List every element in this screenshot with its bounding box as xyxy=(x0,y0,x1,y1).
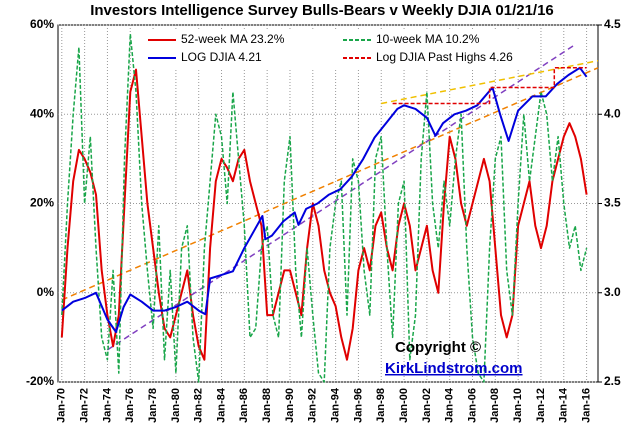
trend-line xyxy=(61,67,599,301)
series-line xyxy=(392,67,587,105)
series-line xyxy=(60,68,588,361)
x-tick-label: Jan-76 xyxy=(124,388,136,423)
x-tick-label: Jan-92 xyxy=(307,388,319,423)
trend-line xyxy=(106,43,576,351)
layer xyxy=(58,24,602,383)
chart-title: Investors Intelligence Survey Bulls-Bear… xyxy=(90,2,554,19)
legend-box xyxy=(143,30,533,68)
x-tick-label: Jan-06 xyxy=(466,388,478,423)
website[interactable]: KirkLindstrom.com xyxy=(385,360,523,377)
x-tick-label: Jan-08 xyxy=(489,388,501,423)
y2-tick-label: 3.0 xyxy=(604,285,621,299)
x-tick-label: Jan-02 xyxy=(421,388,433,423)
x-tick-label: Jan-88 xyxy=(261,388,273,423)
legend-label: 10-week MA 10.2% xyxy=(376,32,480,46)
y-tick-label: 60% xyxy=(30,17,54,31)
series-line xyxy=(61,33,588,383)
copyright: Copyright © xyxy=(395,339,481,356)
x-tick-label: Jan-10 xyxy=(512,388,524,423)
x-tick-label: Jan-98 xyxy=(375,388,387,423)
x-tick-label: Jan-16 xyxy=(580,388,592,423)
x-tick-label: Jan-04 xyxy=(444,387,456,423)
x-tick-label: Jan-94 xyxy=(330,387,342,423)
x-tick-label: Jan-84 xyxy=(215,387,227,423)
x-tick-label: Jan-86 xyxy=(238,388,250,423)
x-tick-label: Jan-90 xyxy=(284,388,296,423)
legend-label: 52-week MA 23.2% xyxy=(181,32,285,46)
y2-tick-label: 4.0 xyxy=(604,106,621,120)
y-tick-label: 20% xyxy=(30,196,54,210)
x-tick-label: Jan-80 xyxy=(170,388,182,423)
y-tick-label: -20% xyxy=(26,374,54,388)
y2-tick-label: 3.5 xyxy=(604,196,621,210)
x-tick-label: Jan-78 xyxy=(147,388,159,423)
y2-tick-label: 4.5 xyxy=(604,17,621,31)
x-tick-label: Jan-72 xyxy=(79,388,91,423)
x-tick-label: Jan-74 xyxy=(101,387,113,423)
x-tick-label: Jan-96 xyxy=(352,388,364,423)
x-tick-label: Jan-82 xyxy=(193,388,205,423)
series-line xyxy=(61,66,588,333)
y2-tick-label: 2.5 xyxy=(604,374,621,388)
y-tick-label: 0% xyxy=(37,285,55,299)
x-tick-label: Jan-00 xyxy=(398,388,410,423)
x-tick-label: Jan-14 xyxy=(558,387,570,423)
legend-label: Log DJIA Past Highs 4.26 xyxy=(376,50,513,64)
legend-label: LOG DJIA 4.21 xyxy=(181,50,262,64)
x-tick-label: Jan-12 xyxy=(535,388,547,423)
y-tick-label: 40% xyxy=(30,106,54,120)
x-tick-label: Jan-70 xyxy=(56,388,68,423)
